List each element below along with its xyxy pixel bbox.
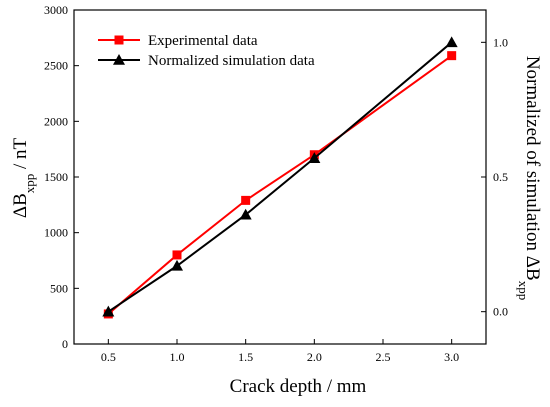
left-y-axis: 0 500 1000 1500 2000 2500 3000 — [44, 3, 79, 351]
x-axis: 0.5 1.0 1.5 2.0 2.5 3.0 — [101, 339, 459, 364]
right-y-axis-title-base: Normalized of simulation ΔB — [522, 56, 543, 281]
right-y-axis-title-sub: xpp — [517, 281, 532, 301]
x-tick-label: 2.5 — [376, 350, 391, 364]
legend: Experimental data Normalized simulation d… — [98, 33, 315, 69]
series-2-point — [308, 152, 321, 163]
series-2-point — [445, 36, 458, 48]
left-y-axis-title-unit: / nT — [10, 137, 31, 173]
series-1-point — [447, 51, 457, 61]
left-y-tick-label: 3000 — [44, 3, 68, 17]
right-y-tick-label: 1.0 — [493, 35, 508, 49]
legend-marker-2 — [113, 54, 125, 65]
series-2-point — [239, 208, 252, 220]
series-2-point — [171, 259, 183, 271]
series-1-point — [172, 250, 182, 260]
series-layer — [102, 36, 458, 319]
series-1-line — [107, 54, 453, 315]
legend-marker-1 — [114, 35, 124, 45]
legend-label-2: Normalized simulation data — [148, 53, 315, 69]
x-axis-title: Crack depth / mm — [230, 376, 367, 397]
left-y-tick-label: 2000 — [44, 114, 68, 128]
series-2-point — [102, 305, 115, 317]
x-tick-label: 1.0 — [170, 350, 185, 364]
left-y-tick-label: 1500 — [44, 170, 68, 184]
x-tick-label: 2.0 — [307, 350, 322, 364]
series-2 — [102, 36, 458, 317]
left-y-axis-title-sub: xpp — [22, 174, 37, 194]
left-y-tick-label: 0 — [62, 337, 68, 351]
left-y-axis-title: ΔBxpp / nT — [10, 137, 37, 218]
right-y-tick-label: 0.5 — [493, 170, 508, 184]
right-y-tick-label: 0.0 — [493, 305, 508, 319]
left-y-tick-label: 2500 — [44, 59, 68, 73]
x-tick-label: 3.0 — [444, 350, 459, 364]
left-y-tick-label: 1000 — [44, 226, 68, 240]
left-y-axis-title-base: ΔB — [10, 193, 31, 218]
right-y-axis: 0.0 0.5 1.0 — [481, 35, 508, 319]
right-y-axis-title: Normalized of simulation ΔBxpp — [517, 56, 544, 300]
x-tick-label: 1.5 — [238, 350, 253, 364]
left-y-tick-label: 500 — [50, 281, 68, 295]
x-tick-label: 0.5 — [101, 350, 116, 364]
series-1-point — [241, 195, 251, 205]
legend-label-1: Experimental data — [148, 33, 258, 49]
